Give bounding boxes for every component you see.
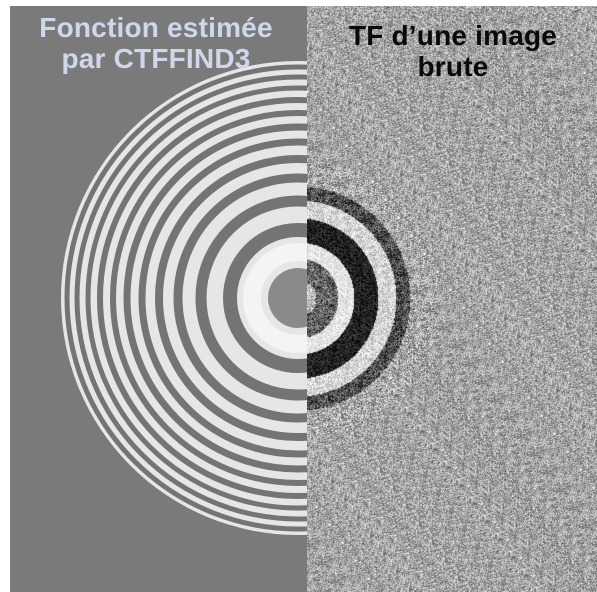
- ctf-dark-ring: [74, 74, 307, 522]
- ctf-estimate-panel: [10, 6, 307, 592]
- ctf-dark-ring: [223, 223, 307, 373]
- ctf-dark-ring: [138, 138, 307, 458]
- right-title-line1: TF d’une image: [348, 20, 558, 51]
- noise-texture: [307, 6, 597, 592]
- ctf-dark-ring: [110, 110, 307, 486]
- ctf-dark-ring: [85, 85, 307, 511]
- ctf-dark-ring: [97, 97, 307, 499]
- right-panel-title: TF d’une image brute: [318, 20, 588, 82]
- ctf-rings: [61, 61, 307, 535]
- left-title-line2: par CTFFIND3: [61, 43, 251, 74]
- left-title-line1: Fonction estimée: [39, 12, 273, 43]
- ctf-dark-ring: [64, 64, 307, 532]
- ctf-dark-ring: [173, 173, 307, 423]
- ctf-center: [268, 268, 307, 328]
- raw-image-ft-panel: [307, 6, 597, 592]
- ctf-dark-ring: [195, 195, 307, 401]
- ctf-dark-ring: [123, 123, 307, 473]
- ctf-inner-bright-ring: [243, 243, 307, 353]
- left-panel-title: Fonction estimée par CTFFIND3: [6, 12, 306, 74]
- ctf-dark-ring: [155, 155, 307, 441]
- right-title-line2: brute: [417, 51, 489, 82]
